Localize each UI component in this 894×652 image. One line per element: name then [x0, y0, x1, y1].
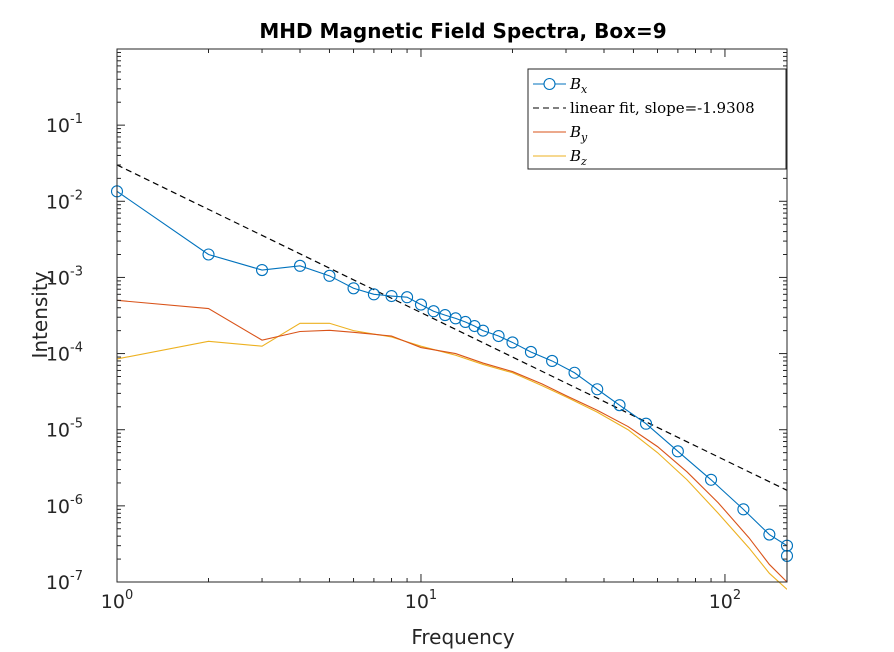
chart-title: MHD Magnetic Field Spectra, Box=9 [259, 19, 666, 43]
data-point-b-x [546, 354, 559, 368]
y-tick-label: 10-6 [46, 493, 83, 518]
data-point-b-x [671, 445, 684, 458]
axes: 100 101 102 10-7 10-6 10-5 10-4 10-3 10-2 10-1 [46, 48, 788, 613]
legend-label-linear-fit: linear fit, slope=-1.9308 [570, 99, 755, 117]
data-point-b-x [568, 366, 581, 379]
y-tick-label: 10-5 [46, 417, 83, 442]
legend-label-b-z: Bz [569, 147, 587, 168]
y-tick-label: 10-2 [46, 188, 83, 213]
y-tick-label: 10-1 [46, 112, 83, 137]
data-point-b-x [704, 473, 718, 486]
data-point-b-x [323, 269, 336, 282]
legend-label-b-y: By [569, 123, 588, 144]
y-axis-label: Intensity [28, 271, 52, 358]
y-tick-label: 10-3 [46, 264, 83, 289]
y-tick-label: 10-4 [46, 341, 83, 366]
data-point-b-x [202, 248, 215, 261]
data-point-b-x [367, 288, 380, 301]
data-point-b-x [255, 263, 269, 277]
data-point-b-x [476, 324, 490, 337]
data-point-b-x [591, 383, 604, 396]
series-line-b-z [117, 322, 787, 590]
data-point-b-x [385, 289, 398, 303]
data-point-b-x [506, 336, 519, 349]
legend-label-b-x: Bx [569, 75, 588, 96]
data-point-b-x [763, 528, 776, 541]
data-point-b-x [347, 282, 360, 295]
series-line-b-x [117, 190, 787, 556]
x-tick-label: 101 [405, 588, 437, 613]
x-tick-label: 100 [101, 588, 133, 613]
data-point-b-x [492, 329, 505, 343]
axes-box [116, 48, 788, 583]
data-point-b-x [293, 259, 307, 272]
data-point-b-x [639, 417, 653, 430]
data-point-b-x [524, 345, 537, 359]
x-axis-label: Frequency [411, 625, 514, 649]
series-line-linear-fit [117, 164, 787, 491]
legend-marker-b-x [543, 77, 556, 91]
data-point-b-x [427, 305, 440, 318]
x-tick-label: 102 [709, 588, 741, 613]
data-point-b-x [737, 503, 750, 516]
legend-box [527, 68, 787, 170]
legend: Bx linear fit, slope=-1.9308 By Bz [527, 68, 787, 170]
series-group [117, 164, 787, 590]
data-point-b-x [613, 399, 626, 412]
y-tick-label: 10-7 [46, 569, 83, 594]
data-point-b-x [414, 298, 428, 311]
data-point-b-x [401, 291, 414, 304]
series-line-b-y [117, 299, 787, 583]
